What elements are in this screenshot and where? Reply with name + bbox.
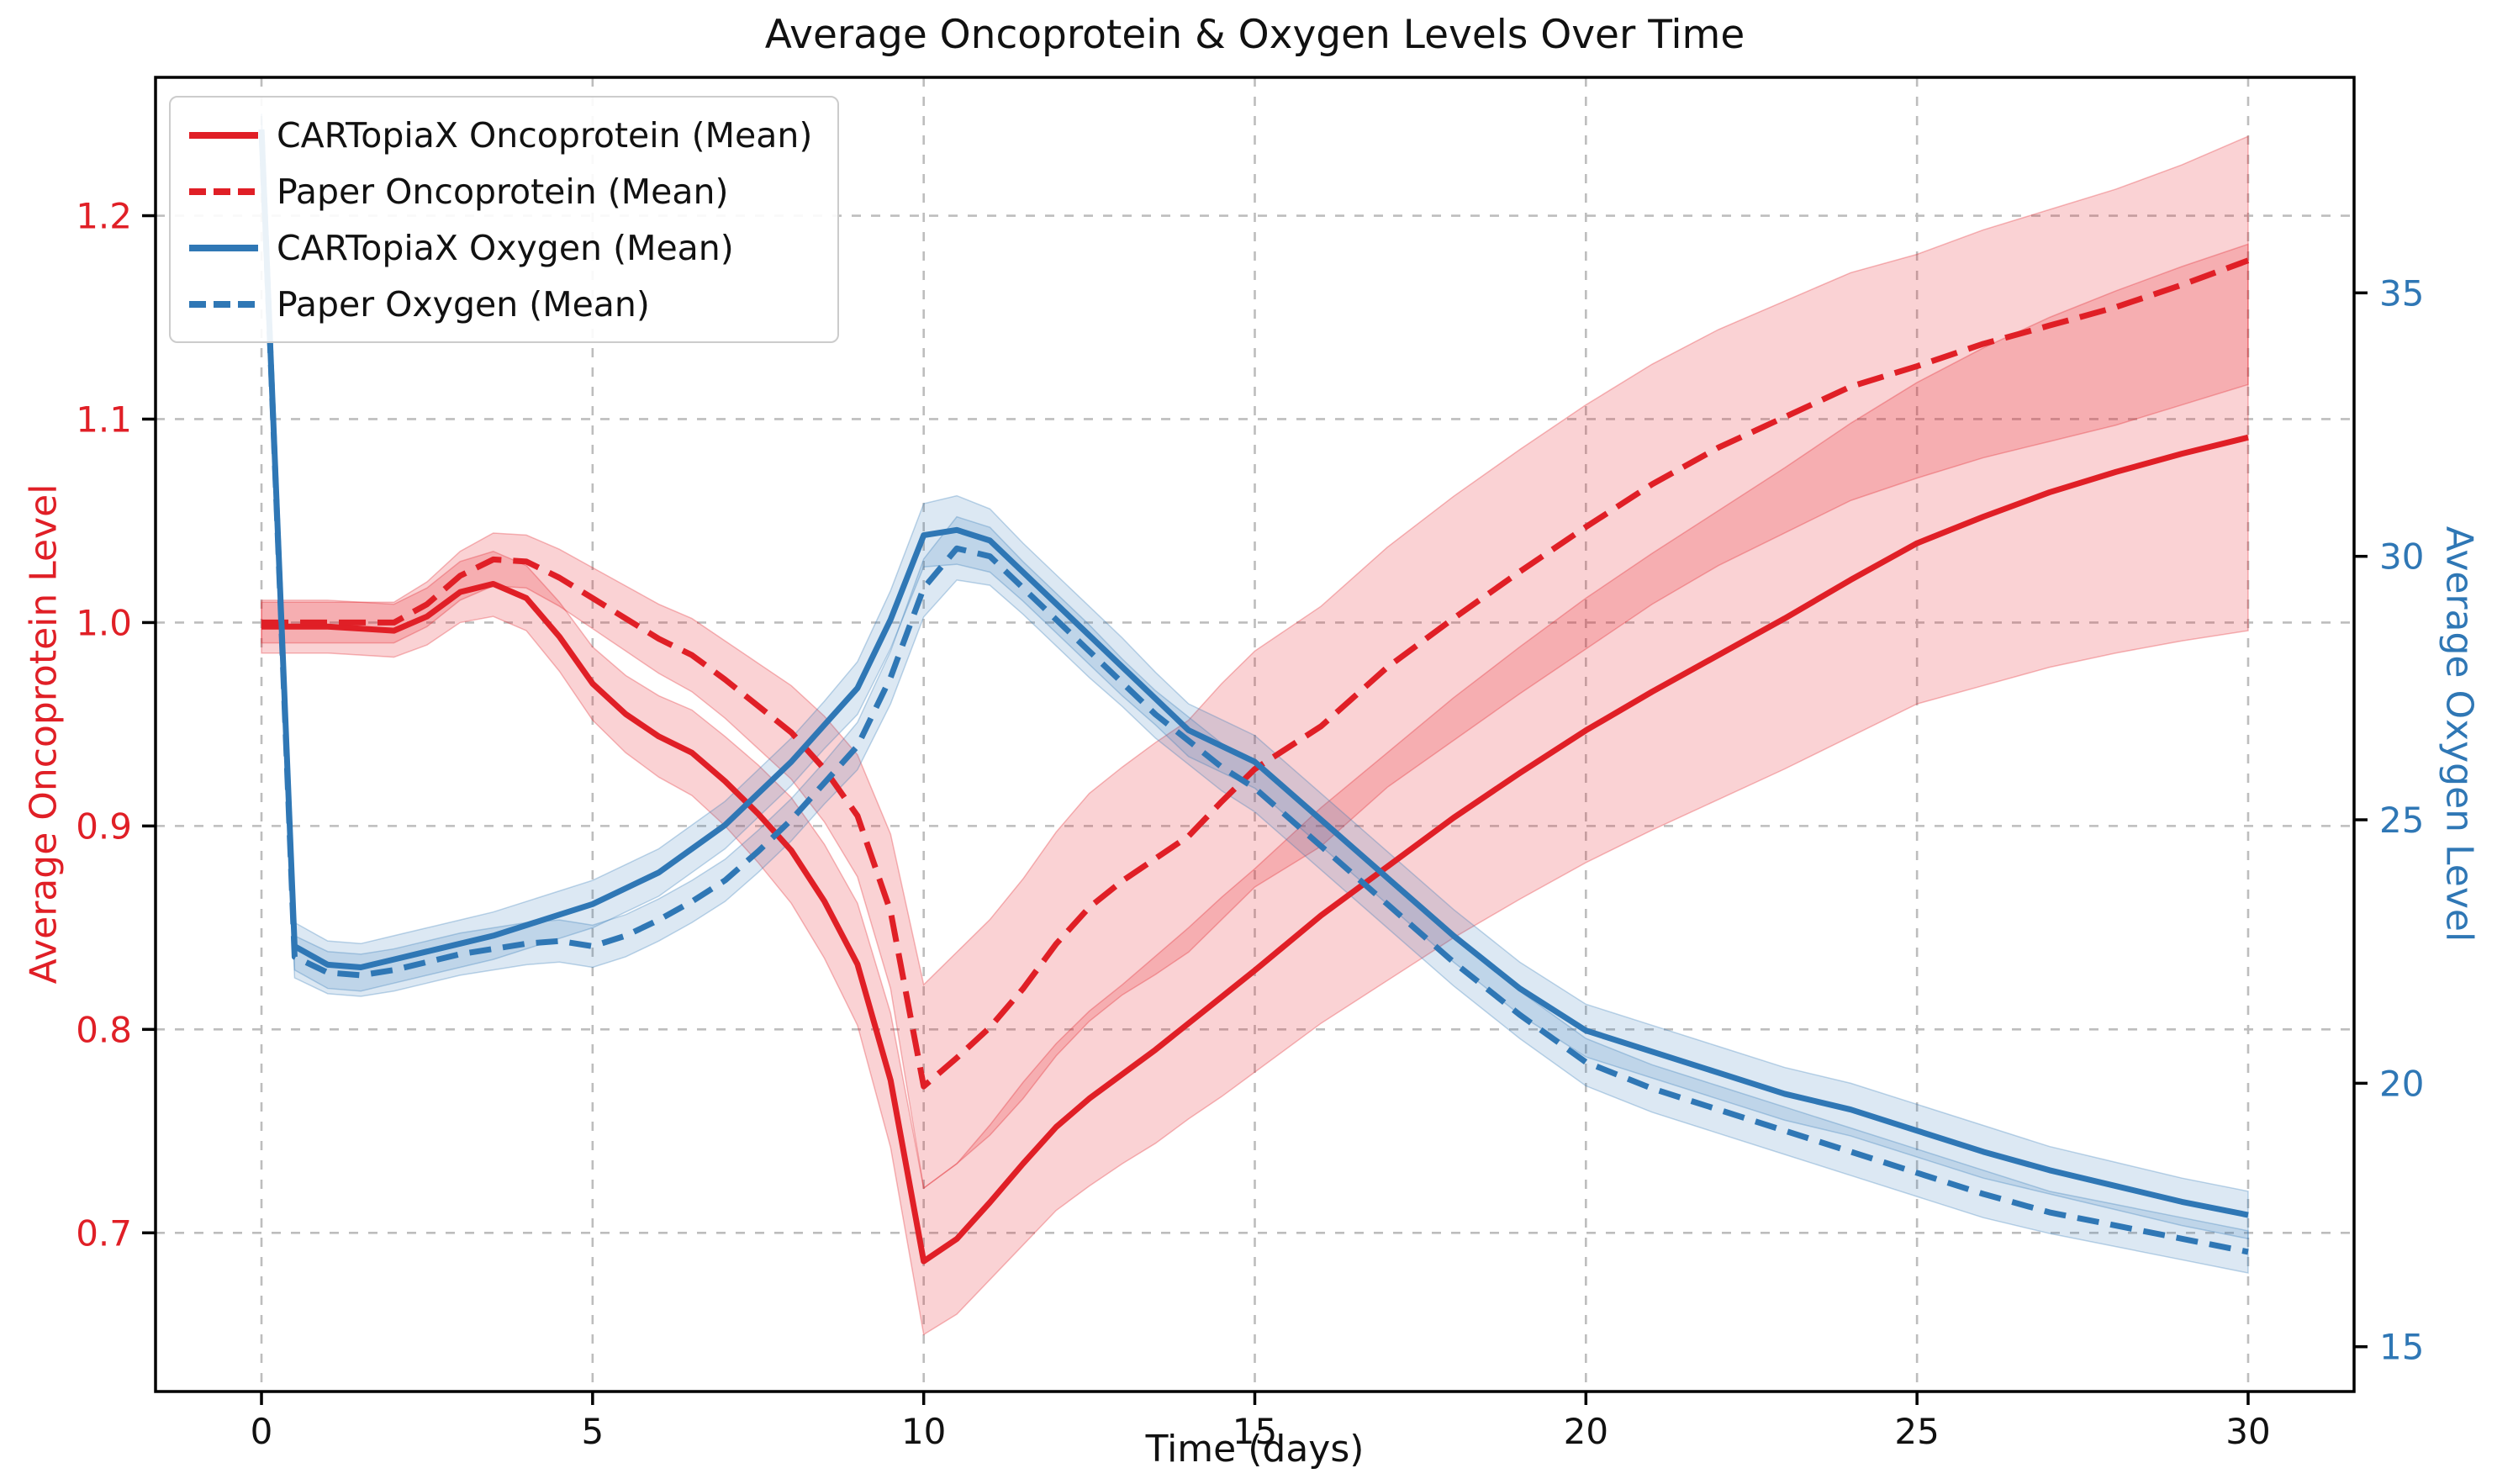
confidence-band-1 <box>261 135 2249 1190</box>
right-tick-label: 20 <box>2379 1063 2424 1104</box>
series-line-0 <box>261 434 2249 1265</box>
legend-item-1: Paper Oncoprotein (Mean) <box>189 167 812 215</box>
legend-line-sample <box>189 244 258 251</box>
right-tick-label: 25 <box>2379 800 2424 841</box>
left-tick-label: 0.7 <box>76 1212 132 1254</box>
series-line-3 <box>258 129 2249 1255</box>
right-tick-label: 15 <box>2379 1327 2424 1368</box>
x-tick-label: 20 <box>1564 1411 1608 1452</box>
x-tick-label: 10 <box>901 1411 946 1452</box>
right-tick-label: 30 <box>2379 536 2424 578</box>
legend-item-0: CARTopiaX Oncoprotein (Mean) <box>189 111 812 159</box>
left-y-axis-label: Average Oncoprotein Level <box>22 483 66 985</box>
legend: CARTopiaX Oncoprotein (Mean) Paper Oncopr… <box>169 96 840 343</box>
legend-label: Paper Oncoprotein (Mean) <box>277 171 729 212</box>
left-tick-label: 0.9 <box>76 805 132 847</box>
x-tick-label: 30 <box>2225 1411 2270 1452</box>
legend-label: Paper Oxygen (Mean) <box>277 283 650 325</box>
legend-line-sample <box>189 131 258 139</box>
right-y-axis-label: Average Oxygen Level <box>2437 525 2481 943</box>
left-tick-label: 1.2 <box>76 196 132 237</box>
legend-label: CARTopiaX Oxygen (Mean) <box>277 227 734 268</box>
left-tick-label: 1.1 <box>76 399 132 440</box>
confidence-band-0 <box>261 243 2249 1336</box>
left-tick-label: 1.0 <box>76 602 132 643</box>
right-tick-label: 35 <box>2379 272 2424 314</box>
legend-line-sample <box>189 187 258 195</box>
left-tick-label: 0.8 <box>76 1009 132 1050</box>
legend-item-3: Paper Oxygen (Mean) <box>189 280 812 328</box>
confidence-band-2 <box>261 114 2249 1240</box>
legend-line-sample <box>189 300 258 308</box>
x-tick-label: 0 <box>251 1411 273 1452</box>
legend-label: CARTopiaX Oncoprotein (Mean) <box>277 114 813 156</box>
x-tick-label: 5 <box>581 1411 604 1452</box>
series-line-1 <box>261 257 2250 1090</box>
chart-title: Average Oncoprotein & Oxygen Levels Over… <box>764 12 1745 58</box>
confidence-band-3 <box>261 114 2249 1274</box>
x-tick-label: 25 <box>1894 1411 1939 1452</box>
x-axis-label: Time (days) <box>1145 1428 1365 1471</box>
legend-item-2: CARTopiaX Oxygen (Mean) <box>189 224 812 272</box>
x-tick-label: 15 <box>1233 1411 1277 1452</box>
series-line-2 <box>258 129 2249 1218</box>
